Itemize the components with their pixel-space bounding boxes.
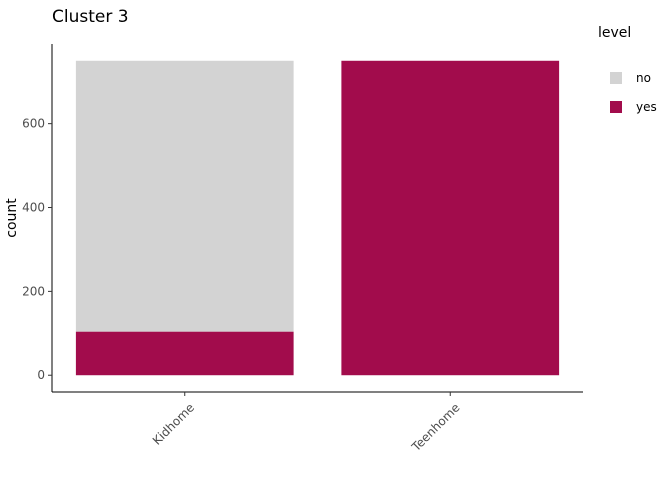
bar-teenhome-yes — [341, 60, 560, 376]
y-tick-label: 200 — [22, 284, 45, 298]
x-tick-label: Teenhome — [408, 400, 462, 454]
legend-label-yes: yes — [636, 100, 657, 114]
legend: level no yes — [598, 25, 657, 114]
legend-label-no: no — [636, 71, 651, 85]
legend-key-yes — [610, 101, 622, 113]
y-tick-label: 400 — [22, 201, 45, 215]
bars — [75, 60, 560, 376]
bar-kidhome-no — [75, 60, 294, 332]
legend-key-no — [610, 72, 622, 84]
chart-title: Cluster 3 — [52, 7, 129, 27]
y-tick-label: 0 — [37, 368, 45, 382]
y-tick-label: 600 — [22, 117, 45, 131]
x-tick-label: Kidhome — [150, 400, 197, 447]
y-axis-title: count — [4, 198, 20, 238]
bar-kidhome-yes — [75, 331, 294, 376]
legend-title: level — [598, 25, 631, 41]
